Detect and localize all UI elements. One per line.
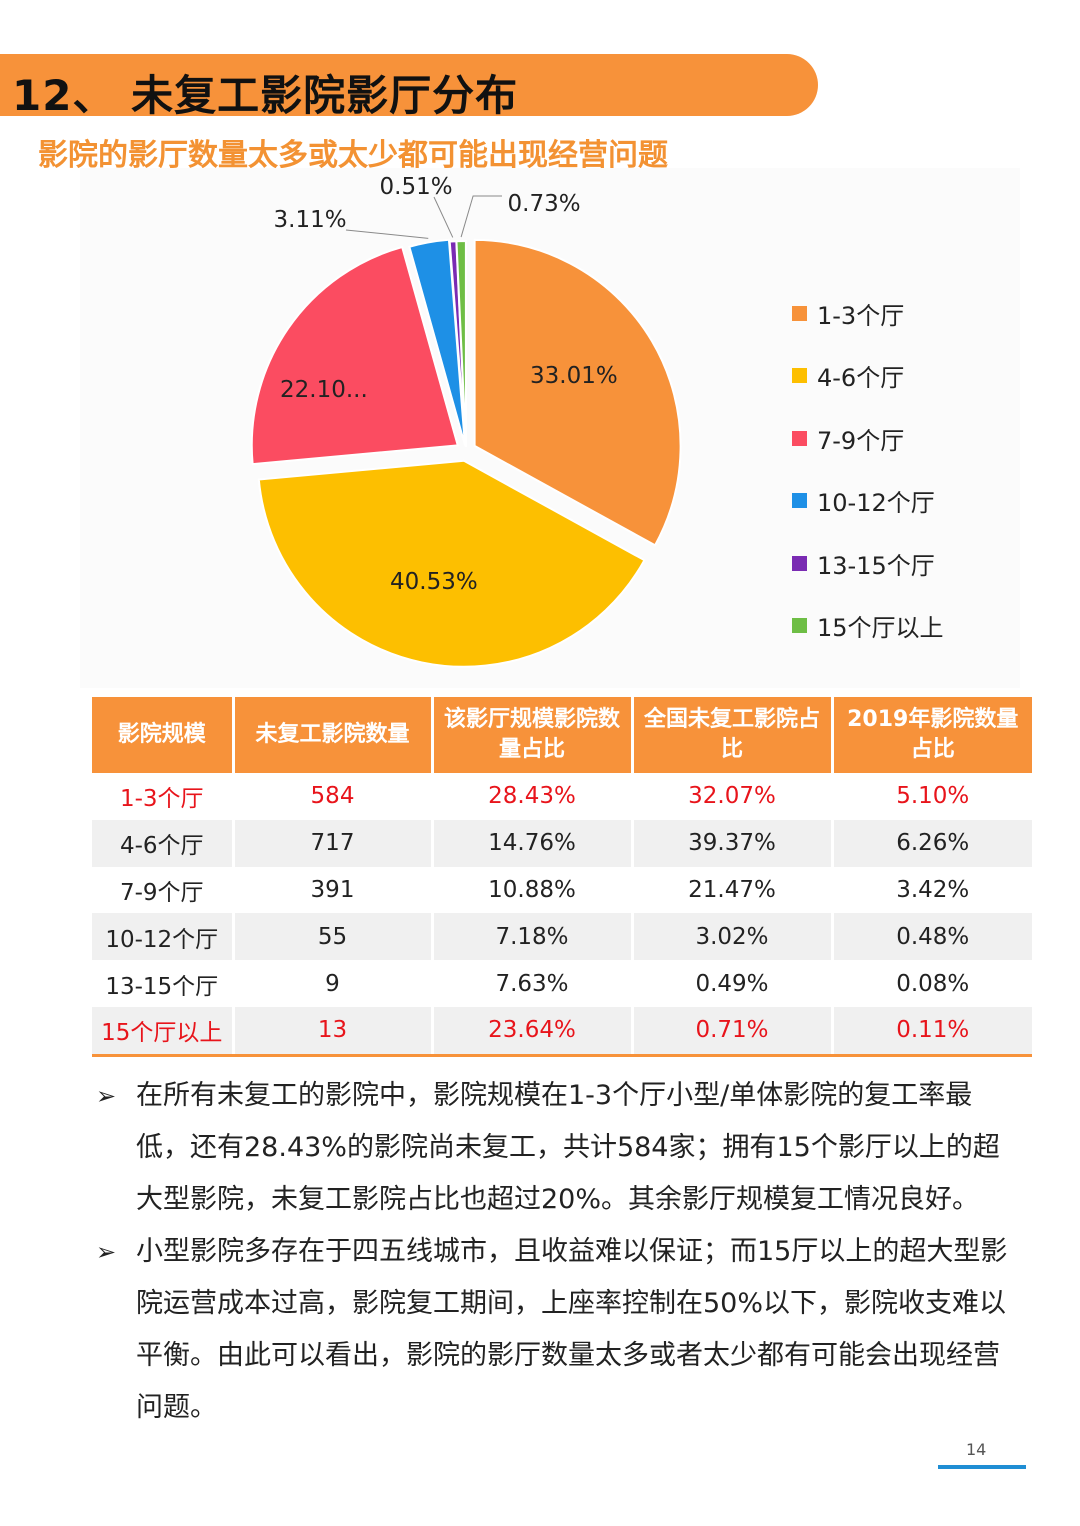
pie-slice-2 [250, 245, 460, 466]
pie-slice-3 [408, 238, 466, 446]
arrow-bullet-icon: ➢ [96, 1082, 117, 1110]
table-cell: 32.07% [632, 773, 834, 820]
cinema-scale-table: 影院规模 未复工影院数量 该影厅规模影院数量占比 全国未复工影院占比 2019年… [92, 697, 1032, 1057]
legend-label: 10-12个厅 [817, 489, 935, 518]
table-row: 13-15个厅 9 7.63% 0.49% 0.08% [92, 960, 1032, 1007]
page-subtitle: 影院的影厅数量太多或太少都可能出现经营问题 [38, 138, 668, 173]
bullet-text: 在所有未复工的影院中，影院规模在1-3个厅小型/单体影院的复工率最低，还有28.… [136, 1080, 1000, 1215]
table-header: 该影厅规模影院数量占比 [432, 697, 634, 773]
legend-label: 1-3个厅 [817, 301, 905, 330]
table-cell: 0.48% [832, 913, 1032, 961]
title-banner [0, 54, 818, 116]
table-header: 影院规模 [92, 697, 235, 773]
legend-item-1-3: 1-3个厅 [792, 282, 944, 345]
arrow-bullet-icon: ➢ [96, 1238, 117, 1266]
pie-slice-5 [455, 240, 467, 448]
table-cell: 13 [233, 1006, 434, 1057]
legend-item-10-12: 10-12个厅 [792, 470, 944, 533]
table-cell: 0.71% [632, 1006, 834, 1057]
table-cell: 9 [233, 960, 434, 1007]
bullet-text: 小型影院多存在于四五线城市，且收益难以保证；而15厅以上的超大型影院运营成本过高… [136, 1236, 1008, 1423]
table-cell: 717 [233, 819, 434, 867]
pie-value-label: 33.01% [530, 363, 618, 389]
table-cell: 10-12个厅 [92, 913, 235, 961]
legend-item-13-15: 13-15个厅 [792, 532, 944, 595]
table-cell: 13-15个厅 [92, 960, 235, 1007]
table-row: 15个厅以上 13 23.64% 0.71% 0.11% [92, 1006, 1032, 1057]
page-number: 14 [966, 1440, 987, 1459]
table-header-row: 影院规模 未复工影院数量 该影厅规模影院数量占比 全国未复工影院占比 2019年… [92, 697, 1032, 773]
table-row: 4-6个厅 717 14.76% 39.37% 6.26% [92, 819, 1032, 867]
legend-swatch [792, 618, 807, 634]
pie-value-label: 3.11% [273, 207, 347, 233]
legend-label: 13-15个厅 [817, 551, 935, 580]
table-cell: 0.11% [832, 1006, 1032, 1057]
analysis-bullets: ➢ 在所有未复工的影院中，影院规模在1-3个厅小型/单体影院的复工率最低，还有2… [96, 1070, 1026, 1434]
pie-value-label: 40.53% [390, 569, 478, 595]
table-cell: 584 [233, 773, 434, 820]
table-row: 7-9个厅 391 10.88% 21.47% 3.42% [92, 866, 1032, 914]
table-cell: 7.63% [432, 960, 634, 1007]
table-cell: 39.37% [632, 819, 834, 867]
table-row: 10-12个厅 55 7.18% 3.02% 0.48% [92, 913, 1032, 961]
leader-line [433, 196, 454, 238]
table-cell: 7-9个厅 [92, 866, 235, 914]
table-cell: 0.08% [896, 970, 970, 997]
bullet-item: ➢ 小型影院多存在于四五线城市，且收益难以保证；而15厅以上的超大型影院运营成本… [96, 1226, 1026, 1434]
table-cell: 3.02% [632, 913, 834, 961]
pie-value-label: 0.51% [379, 174, 453, 200]
table-cell: 15个厅以上 [92, 1006, 235, 1057]
table-cell: 14.76% [432, 819, 634, 867]
table-cell: 7.18% [432, 913, 634, 961]
legend-swatch [792, 555, 807, 571]
table-cell: 3.42% [896, 876, 970, 903]
legend-label: 4-6个厅 [817, 364, 905, 393]
legend-item-4-6: 4-6个厅 [792, 345, 944, 408]
legend-swatch [792, 430, 807, 446]
pie-slice-0 [473, 238, 682, 547]
pie-slice-1 [257, 459, 646, 668]
legend-swatch [792, 368, 807, 384]
leader-line [460, 195, 502, 238]
pie-chart [250, 195, 682, 668]
table-header: 未复工影院数量 [233, 697, 434, 773]
table-cell: 10.88% [432, 866, 634, 914]
page-title: 12、 未复工影院影厅分布 [12, 71, 519, 120]
table-cell: 5.10% [896, 783, 970, 810]
legend-label: 7-9个厅 [817, 426, 905, 455]
table-cell: 6.26% [832, 819, 1032, 867]
page-number-underline [938, 1465, 1026, 1469]
table-cell: 28.43% [432, 773, 634, 820]
leader-line [345, 229, 429, 239]
legend-swatch [792, 305, 807, 321]
table-cell: 391 [233, 866, 434, 914]
table-header: 2019年影院数量占比 [832, 697, 1032, 773]
table-cell: 21.47% [632, 866, 834, 914]
pie-value-label: 0.73% [507, 191, 581, 217]
table-row: 1-3个厅 584 28.43% 32.07% 5.10% [92, 773, 1032, 820]
table-cell: 0.49% [632, 960, 834, 1007]
table-cell: 4-6个厅 [92, 819, 235, 867]
table-cell: 23.64% [432, 1006, 634, 1057]
legend-swatch [792, 493, 807, 509]
table-header: 全国未复工影院占比 [632, 697, 834, 773]
legend-item-15-plus: 15个厅以上 [792, 595, 944, 658]
legend-item-7-9: 7-9个厅 [792, 407, 944, 470]
table-cell: 1-3个厅 [92, 773, 235, 820]
table-cell: 55 [233, 913, 434, 961]
bullet-item: ➢ 在所有未复工的影院中，影院规模在1-3个厅小型/单体影院的复工率最低，还有2… [96, 1070, 1026, 1226]
chart-legend: 1-3个厅 4-6个厅 7-9个厅 10-12个厅 13-15个厅 15个厅以上 [792, 282, 944, 657]
legend-label: 15个厅以上 [817, 614, 944, 643]
pie-value-label: 22.10... [280, 377, 368, 403]
